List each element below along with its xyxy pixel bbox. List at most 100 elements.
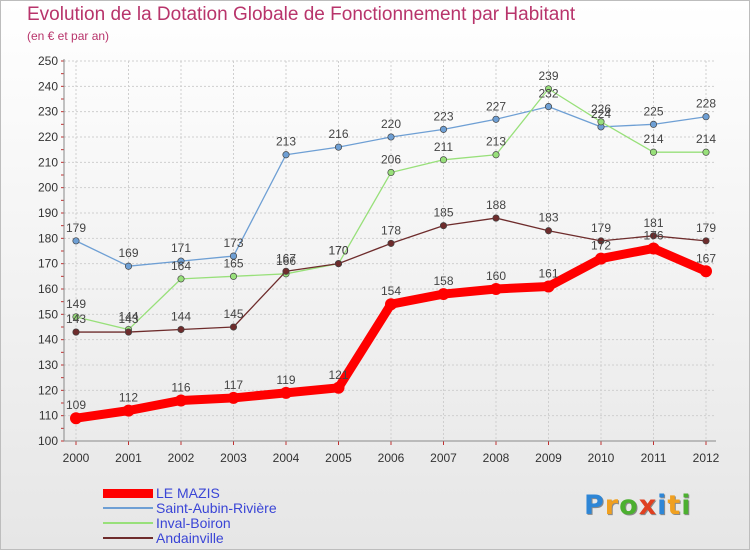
data-label: 112 xyxy=(119,391,138,405)
x-tick-label: 2002 xyxy=(168,451,195,465)
y-tick-label: 180 xyxy=(38,231,58,245)
data-point xyxy=(702,148,710,156)
data-point xyxy=(649,148,658,156)
data-label: 214 xyxy=(643,132,663,146)
data-label: 169 xyxy=(118,246,138,260)
logo-letter: x xyxy=(638,490,658,521)
data-label: 228 xyxy=(696,97,716,111)
data-point xyxy=(332,381,345,394)
data-point xyxy=(282,267,290,275)
data-point xyxy=(280,386,292,399)
data-point xyxy=(387,168,395,177)
x-tick-label: 2012 xyxy=(693,451,720,465)
logo-letter: r xyxy=(604,490,620,521)
data-label: 225 xyxy=(643,104,663,118)
logo-letter: t xyxy=(667,490,682,521)
x-tick-label: 2003 xyxy=(220,451,247,465)
data-point xyxy=(597,237,605,245)
data-point xyxy=(72,237,80,245)
data-label: 183 xyxy=(538,211,558,225)
data-point xyxy=(282,151,290,159)
y-tick-label: 110 xyxy=(39,409,58,423)
data-point xyxy=(544,227,553,235)
data-label: 173 xyxy=(223,236,243,250)
data-label: 181 xyxy=(643,216,663,230)
data-label: 167 xyxy=(696,251,716,265)
data-label: 224 xyxy=(591,107,611,121)
y-tick-label: 220 xyxy=(38,130,58,144)
data-label: 164 xyxy=(171,259,191,273)
data-point xyxy=(492,214,500,222)
data-label: 178 xyxy=(381,223,401,237)
data-point xyxy=(702,237,710,245)
legend-item: LE MAZIS xyxy=(103,486,220,500)
legend-item: Saint-Aubin-Rivière xyxy=(103,501,277,515)
logo-letter: i xyxy=(657,490,668,521)
data-point xyxy=(492,115,500,123)
x-tick-label: 2005 xyxy=(325,451,352,465)
x-tick-label: 2009 xyxy=(535,451,562,465)
legend-item: Andainville xyxy=(103,531,224,545)
data-label: 117 xyxy=(224,378,243,392)
data-label: 109 xyxy=(66,398,86,412)
y-tick-label: 230 xyxy=(38,105,58,119)
chart-title: Evolution de la Dotation Globale de Fonc… xyxy=(27,4,576,25)
data-label: 176 xyxy=(643,228,663,242)
data-label: 213 xyxy=(276,135,296,149)
data-label: 149 xyxy=(66,297,86,311)
data-point xyxy=(334,260,343,268)
data-point xyxy=(439,222,448,230)
logo-letter: P xyxy=(584,490,605,521)
data-label: 143 xyxy=(118,312,138,326)
x-tick-label: 2008 xyxy=(483,451,510,465)
data-label: 143 xyxy=(66,312,86,326)
data-label: 119 xyxy=(276,373,295,387)
y-tick-label: 140 xyxy=(38,333,58,347)
data-label: 206 xyxy=(381,152,401,166)
data-point xyxy=(544,103,553,111)
data-label: 232 xyxy=(538,87,558,101)
y-tick-label: 240 xyxy=(38,79,58,93)
data-label: 223 xyxy=(433,109,453,123)
x-tick-label: 2010 xyxy=(588,451,615,465)
data-point xyxy=(124,328,133,336)
data-point xyxy=(437,288,450,301)
data-label: 213 xyxy=(486,135,506,149)
data-label: 216 xyxy=(328,127,348,141)
x-tick-label: 2000 xyxy=(63,451,90,465)
data-point xyxy=(387,133,395,141)
data-label: 179 xyxy=(696,221,716,235)
y-tick-label: 210 xyxy=(38,155,58,169)
legend-label: Inval-Boiron xyxy=(156,515,231,531)
data-label: 166 xyxy=(276,254,296,268)
data-point xyxy=(177,325,185,334)
legend-item: Inval-Boiron xyxy=(103,516,231,530)
proxiti-logo: Proxiti xyxy=(584,490,692,521)
data-point xyxy=(595,252,607,265)
data-point xyxy=(492,151,500,159)
data-label: 161 xyxy=(538,266,558,280)
x-tick-label: 2011 xyxy=(641,451,667,465)
data-label: 145 xyxy=(223,307,243,321)
data-point xyxy=(122,404,135,417)
data-label: 171 xyxy=(171,241,191,255)
x-tick-label: 2006 xyxy=(378,451,405,465)
x-tick-label: 2004 xyxy=(273,451,300,465)
data-point xyxy=(439,156,448,164)
data-label: 185 xyxy=(433,206,453,220)
data-label: 144 xyxy=(171,310,191,324)
data-point xyxy=(227,391,240,404)
data-point xyxy=(72,328,80,336)
data-point xyxy=(700,265,712,278)
data-label: 172 xyxy=(591,239,611,253)
data-point xyxy=(229,252,238,260)
data-label: 179 xyxy=(591,221,611,235)
data-point xyxy=(70,412,82,425)
data-label: 214 xyxy=(696,132,716,146)
data-point xyxy=(702,113,710,121)
data-label: 144 xyxy=(118,310,138,324)
data-label: 154 xyxy=(381,284,401,298)
data-point xyxy=(177,257,185,265)
data-point xyxy=(647,242,660,255)
